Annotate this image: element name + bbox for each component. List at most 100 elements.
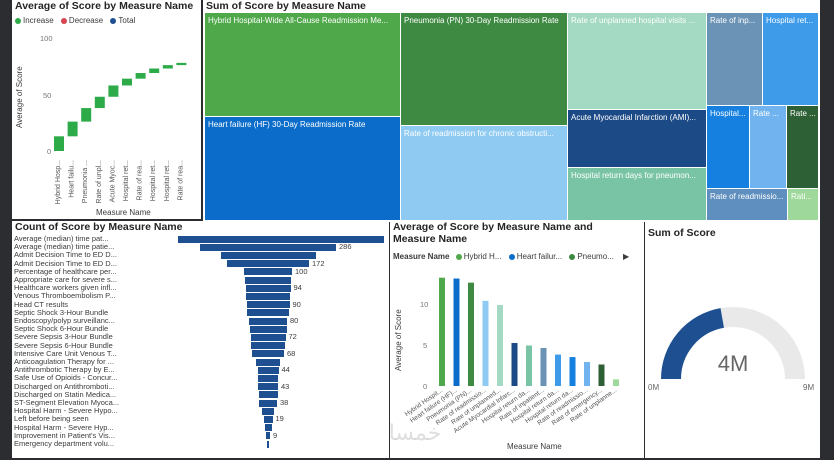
treemap-tile[interactable]: Rate of inp...: [707, 13, 763, 106]
treemap-tile[interactable]: Hybrid Hospital-Wide All-Cause Readmissi…: [205, 13, 401, 117]
funnel-bar[interactable]: [259, 399, 277, 407]
funnel-row[interactable]: Severe Sepsis 6-Hour Bundle: [12, 342, 389, 350]
funnel-bar[interactable]: [264, 424, 272, 432]
funnel-row[interactable]: Appropriate care for severe s...: [12, 276, 389, 284]
funnel-row[interactable]: Discharged on Statin Medica...: [12, 391, 389, 399]
funnel-bar[interactable]: [245, 276, 291, 284]
gauge-chart[interactable]: 4M 0M 9M: [645, 221, 820, 458]
waterfall-panel[interactable]: Average of Score by Measure Name Increas…: [12, 0, 201, 219]
clustered-bar[interactable]: [497, 304, 503, 386]
clustered-bar[interactable]: [569, 357, 576, 386]
funnel-bar[interactable]: [251, 342, 285, 350]
treemap-tile[interactable]: Rate of readmission for chronic obstruct…: [401, 126, 568, 221]
funnel-row[interactable]: ST-Segment Elevation Myoca... 38: [12, 398, 389, 407]
funnel-row[interactable]: Septic Shock 3-Hour Bundle: [12, 309, 389, 317]
funnel-row[interactable]: Endoscopy/polyp surveillanc... 80: [12, 316, 389, 325]
funnel-bar[interactable]: [249, 317, 287, 325]
waterfall-bar[interactable]: [67, 121, 78, 137]
funnel-panel[interactable]: Count of Score by Measure Name Average (…: [12, 221, 389, 458]
waterfall-bar[interactable]: [94, 96, 105, 109]
funnel-row[interactable]: Anticoagulation Therapy for ...: [12, 358, 389, 366]
clustered-chart[interactable]: Average of Score 10 5 0 Hybrid Hospit...…: [390, 221, 644, 458]
funnel-bar[interactable]: [252, 350, 284, 358]
treemap-tile[interactable]: Rate of readmissio...: [707, 189, 788, 221]
funnel-bar[interactable]: [244, 268, 292, 276]
treemap-tile[interactable]: Hospital return days for pneumon...: [568, 168, 707, 221]
funnel-bar[interactable]: [258, 383, 278, 391]
treemap-tile[interactable]: Acute Myocardial Infarction (AMI)...: [568, 110, 707, 168]
clustered-bar[interactable]: [453, 278, 460, 386]
clustered-bar[interactable]: [439, 277, 445, 386]
clustered-bar[interactable]: [540, 347, 547, 386]
waterfall-bar[interactable]: [54, 136, 64, 151]
waterfall-bar[interactable]: [108, 85, 119, 97]
funnel-row[interactable]: Admit Decision Time to ED D...: [12, 251, 389, 259]
funnel-bar[interactable]: [227, 260, 309, 268]
waterfall-bar[interactable]: [81, 108, 92, 122]
funnel-bar[interactable]: [263, 415, 273, 423]
treemap-tile[interactable]: Rate ...: [787, 106, 819, 189]
funnel-row[interactable]: Percentage of healthcare per... 100: [12, 267, 389, 276]
legend-increase[interactable]: Increase: [15, 16, 54, 25]
clustered-bar[interactable]: [526, 345, 532, 386]
clustered-bar[interactable]: [584, 362, 590, 386]
funnel-row[interactable]: Healthcare workers given infl... 94: [12, 283, 389, 292]
legend-total[interactable]: Total: [110, 16, 135, 25]
legend-heart-failure[interactable]: Heart failur...: [508, 252, 562, 261]
waterfall-chart[interactable]: Average of Score 100 50 0 Hybrid Hosp...…: [12, 0, 201, 219]
funnel-bar[interactable]: [220, 251, 316, 259]
treemap-tile[interactable]: Hospital...: [707, 106, 750, 189]
clustered-bar[interactable]: [482, 300, 489, 386]
funnel-bar[interactable]: [247, 309, 289, 317]
funnel-row[interactable]: Left before being seen 19: [12, 415, 389, 423]
funnel-bar[interactable]: [267, 440, 269, 448]
clustered-bar[interactable]: [598, 364, 605, 386]
funnel-bar[interactable]: [257, 366, 279, 374]
funnel-row[interactable]: Hospital Harm - Severe Hyp...: [12, 424, 389, 432]
waterfall-bar[interactable]: [122, 78, 132, 86]
funnel-bar[interactable]: [256, 358, 280, 366]
funnel-row[interactable]: Intensive Care Unit Venous T... 68: [12, 349, 389, 358]
funnel-row[interactable]: Emergency department volu...: [12, 440, 389, 448]
funnel-row[interactable]: Improvement in Patient's Vis... 9: [12, 431, 389, 440]
funnel-bar[interactable]: [266, 432, 270, 440]
waterfall-bar[interactable]: [149, 68, 160, 74]
legend-pneumonia[interactable]: Pneumo...: [569, 252, 614, 261]
funnel-bar[interactable]: [246, 292, 290, 300]
treemap-tile[interactable]: Rate of unplanned hospital visits ...: [568, 13, 707, 110]
funnel-row[interactable]: Severe Sepsis 3-Hour Bundle 72: [12, 333, 389, 341]
treemap-tile[interactable]: Rate ...: [750, 106, 787, 189]
funnel-bar[interactable]: [178, 235, 384, 243]
clustered-bar[interactable]: [555, 354, 561, 386]
clustered-bar[interactable]: [613, 379, 619, 386]
treemap-tile[interactable]: Hospital ret...: [763, 13, 819, 106]
waterfall-bar[interactable]: [135, 73, 146, 79]
waterfall-bar[interactable]: [162, 65, 173, 69]
treemap-tile[interactable]: Pneumonia (PN) 30-Day Readmission Rate: [401, 13, 568, 126]
clustered-bar[interactable]: [511, 343, 518, 386]
treemap-panel[interactable]: Sum of Score by Measure Name Hybrid Hosp…: [203, 0, 820, 222]
legend-decrease[interactable]: Decrease: [60, 16, 103, 25]
clustered-bar[interactable]: [468, 282, 474, 386]
funnel-bar[interactable]: [246, 301, 290, 309]
funnel-row[interactable]: Average (median) time patie... 286: [12, 242, 389, 251]
funnel-bar[interactable]: [249, 325, 287, 333]
legend-hybrid[interactable]: Hybrid H...: [455, 252, 502, 261]
funnel-bar[interactable]: [200, 243, 336, 251]
funnel-row[interactable]: Antithrombotic Therapy by E... 44: [12, 365, 389, 374]
treemap-tile[interactable]: Heart failure (HF) 30-Day Readmission Ra…: [205, 117, 401, 221]
funnel-row[interactable]: Admit Decision Time to ED D... 172: [12, 259, 389, 268]
treemap-tile[interactable]: Rati...: [788, 189, 819, 221]
legend-next-arrow-icon[interactable]: ▶: [623, 252, 630, 261]
waterfall-bar[interactable]: [176, 62, 187, 66]
funnel-row[interactable]: Average (median) time pat...: [12, 235, 389, 243]
funnel-bar[interactable]: [258, 374, 278, 382]
funnel-row[interactable]: Discharged on Antithromboti... 43: [12, 382, 389, 391]
funnel-row[interactable]: Venous Thromboembolism P...: [12, 292, 389, 300]
funnel-bar[interactable]: [258, 391, 278, 399]
funnel-bar[interactable]: [262, 407, 274, 415]
funnel-bar[interactable]: [250, 333, 286, 341]
funnel-row[interactable]: Hospital Harm - Severe Hypo...: [12, 407, 389, 415]
funnel-row[interactable]: Septic Shock 6-Hour Bundle: [12, 325, 389, 333]
funnel-row[interactable]: Head CT results 90: [12, 300, 389, 309]
